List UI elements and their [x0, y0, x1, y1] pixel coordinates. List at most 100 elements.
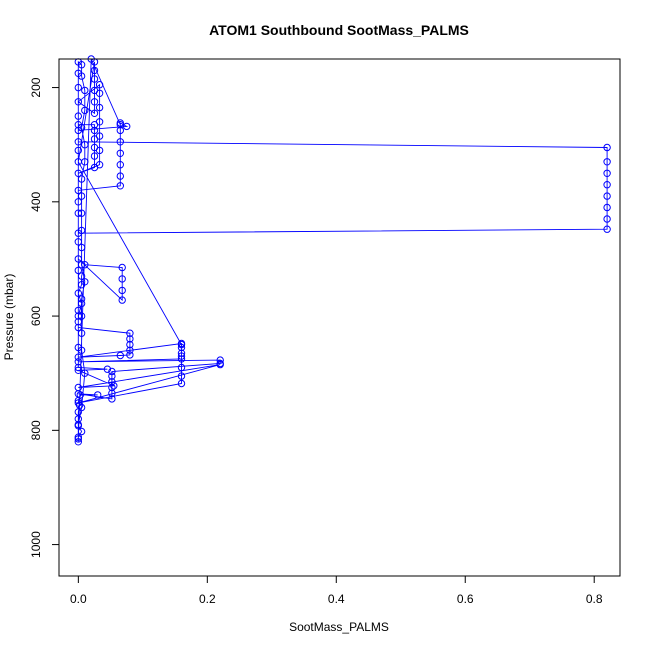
data-point — [116, 161, 125, 169]
data-point — [116, 121, 125, 129]
data-point — [90, 75, 99, 83]
data-point — [74, 438, 83, 446]
data-point — [108, 389, 116, 397]
y-tick-label: 600 — [29, 306, 43, 326]
data-point — [90, 86, 99, 95]
data-point — [74, 420, 83, 429]
data-point — [77, 175, 86, 183]
data-point — [74, 358, 83, 366]
data-point — [177, 379, 186, 388]
data-point — [177, 343, 186, 352]
data-point — [603, 181, 611, 189]
data-point — [74, 383, 83, 392]
data-point — [126, 351, 134, 359]
data-point — [177, 340, 186, 349]
data-point — [177, 355, 186, 363]
data-point — [74, 323, 83, 332]
x-tick-label: 0.0 — [70, 592, 87, 606]
data-point — [77, 295, 86, 303]
data-point — [118, 275, 126, 283]
data-point — [126, 340, 134, 349]
data-point — [110, 382, 118, 390]
data-point — [216, 360, 224, 369]
y-tick-label: 800 — [29, 420, 43, 440]
data-point — [90, 66, 99, 75]
x-tick-label: 0.8 — [586, 592, 603, 606]
data-point — [118, 286, 126, 295]
data-point — [74, 266, 83, 275]
data-point — [74, 289, 83, 297]
data-point — [95, 103, 104, 112]
x-tick-label: 0.2 — [199, 592, 216, 606]
data-point — [126, 335, 134, 343]
data-point — [74, 366, 83, 374]
data-point — [81, 261, 89, 269]
data-point — [126, 329, 134, 337]
data-point — [77, 403, 86, 412]
data-point — [77, 312, 86, 320]
data-point — [95, 161, 104, 169]
data-point — [126, 346, 134, 354]
data-point — [81, 106, 89, 115]
data-point — [116, 182, 125, 190]
x-axis: 0.0 0.2 0.4 0.6 0.8 — [70, 575, 603, 606]
data-point — [603, 215, 611, 223]
data-point — [77, 329, 86, 337]
data-point — [216, 356, 224, 364]
data-point — [95, 132, 104, 140]
data-point — [74, 198, 83, 206]
data-point — [74, 363, 83, 372]
data-point — [116, 126, 125, 135]
data-point — [74, 353, 83, 361]
data-point — [108, 378, 116, 386]
data-point — [77, 261, 86, 269]
data-point — [603, 169, 611, 178]
data-point — [90, 109, 99, 118]
y-tick-label: 200 — [29, 77, 43, 97]
data-point — [74, 435, 83, 443]
data-point — [603, 192, 611, 200]
data-point — [103, 365, 112, 373]
data-point — [603, 158, 611, 166]
data-point — [177, 352, 186, 360]
data-point — [74, 112, 83, 120]
y-tick-label: 1000 — [29, 531, 43, 558]
data-point — [177, 372, 186, 380]
data-point — [108, 372, 116, 380]
data-point — [90, 152, 99, 160]
data-point — [81, 278, 89, 286]
data-point — [116, 138, 125, 146]
y-tick-label: 400 — [29, 191, 43, 211]
data-point — [74, 186, 83, 195]
data-point — [74, 146, 83, 155]
data-point — [118, 296, 126, 304]
data-point — [77, 72, 86, 80]
data-point — [77, 226, 86, 235]
y-axis: 200 400 600 800 1000 — [29, 77, 60, 558]
data-point — [177, 349, 186, 357]
data-point — [603, 143, 611, 152]
data-point — [118, 263, 126, 272]
data-point — [74, 83, 83, 92]
y-axis-label: Pressure (mbar) — [2, 274, 16, 361]
data-point — [74, 98, 83, 106]
data-point — [77, 123, 86, 132]
data-point — [108, 395, 116, 403]
data-point — [77, 427, 86, 436]
data-point — [77, 192, 86, 200]
data-point — [94, 391, 102, 399]
data-point — [116, 149, 125, 158]
data-point — [77, 209, 86, 217]
x-tick-label: 0.6 — [457, 592, 474, 606]
data-point — [77, 60, 86, 69]
data-point — [74, 209, 83, 217]
data-point — [108, 383, 116, 392]
data-point — [95, 81, 104, 89]
data-point — [74, 169, 83, 178]
chart-title: ATOM1 Southbound SootMass_PALMS — [209, 22, 469, 38]
data-point — [90, 98, 99, 106]
data-point — [74, 318, 83, 326]
x-axis-label: SootMass_PALMS — [289, 620, 389, 634]
series-layer — [74, 55, 611, 446]
data-point — [77, 346, 86, 354]
